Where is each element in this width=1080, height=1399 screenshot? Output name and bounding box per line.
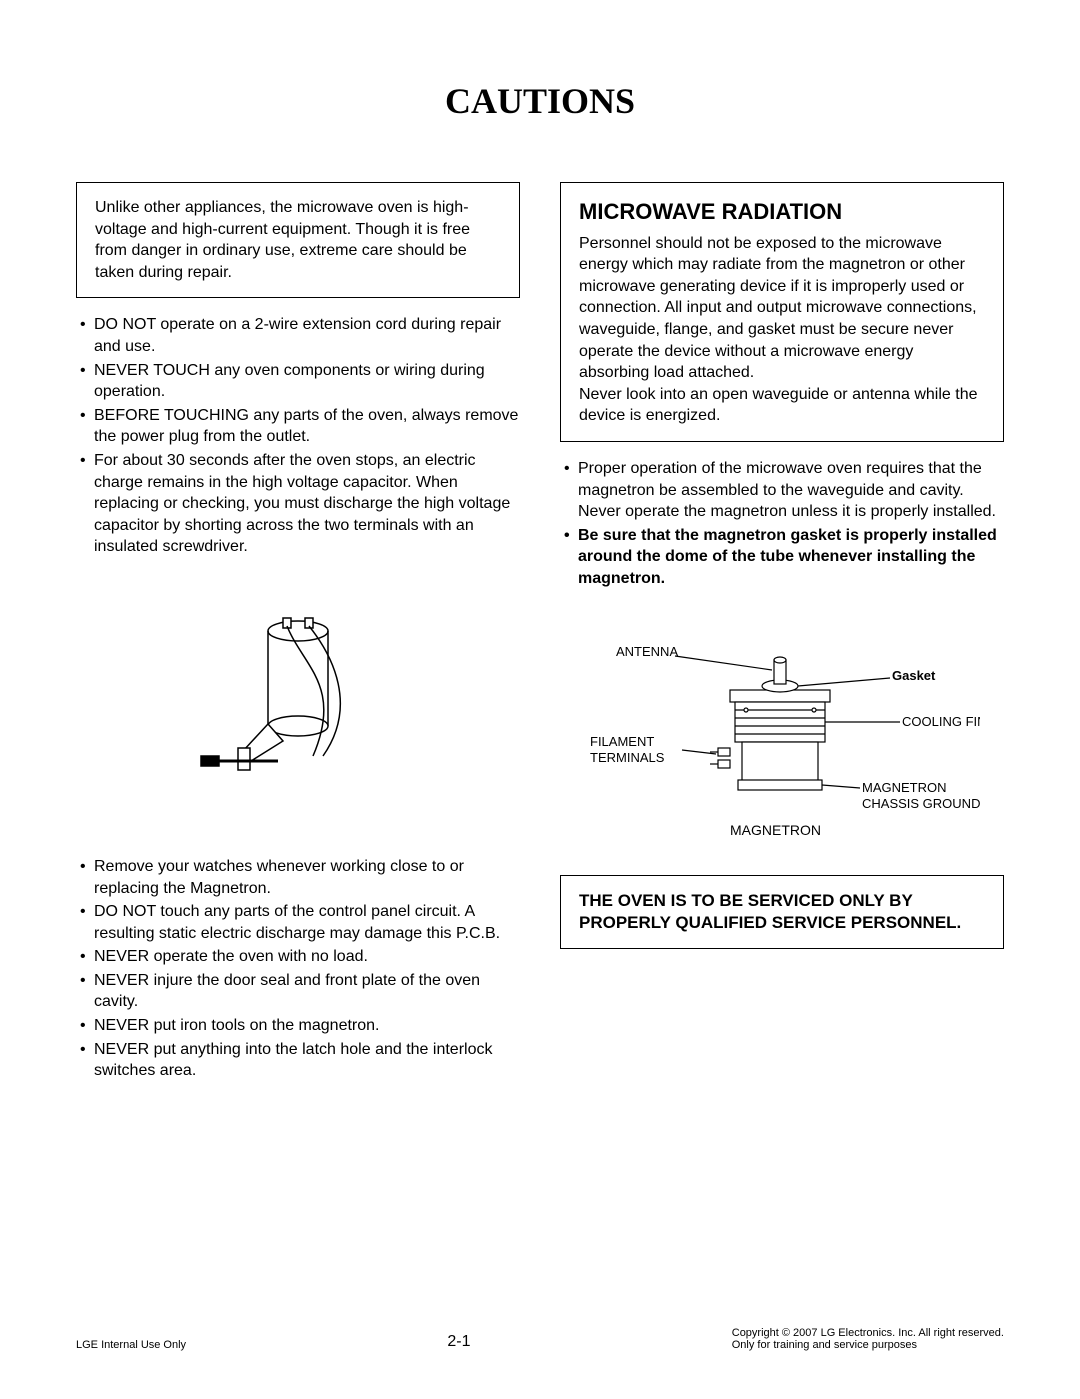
right-bullets: Proper operation of the microwave oven r… <box>560 458 1004 590</box>
list-item: BEFORE TOUCHING any parts of the oven, a… <box>76 405 520 448</box>
label-cooling-fin: COOLING FIN <box>902 714 980 729</box>
right-column: MICROWAVE RADIATION Personnel should not… <box>560 182 1004 1084</box>
capacitor-figure <box>76 606 520 816</box>
left-column: Unlike other appliances, the microwave o… <box>76 182 520 1084</box>
label-gasket: Gasket <box>892 668 936 683</box>
label-chassis-2: CHASSIS GROUND <box>862 796 980 811</box>
magnetron-figure: ANTENNA Gasket COOLING FIN FILAMENT TERM… <box>560 620 1004 855</box>
capacitor-svg <box>183 606 413 816</box>
list-item: NEVER put iron tools on the magnetron. <box>76 1015 520 1037</box>
service-box: THE OVEN IS TO BE SERVICED ONLY BY PROPE… <box>560 875 1004 949</box>
label-chassis-1: MAGNETRON <box>862 780 947 795</box>
label-caption: MAGNETRON <box>730 822 821 838</box>
list-item: NEVER put anything into the latch hole a… <box>76 1039 520 1082</box>
left-bullets-top: DO NOT operate on a 2-wire extension cor… <box>76 314 520 558</box>
left-bullets-bottom: Remove your watches whenever working clo… <box>76 856 520 1082</box>
footer-right-1: Copyright © 2007 LG Electronics. Inc. Al… <box>732 1327 1004 1339</box>
content-columns: Unlike other appliances, the microwave o… <box>76 182 1004 1084</box>
label-filament-2: TERMINALS <box>590 750 665 765</box>
radiation-box: MICROWAVE RADIATION Personnel should not… <box>560 182 1004 442</box>
magnetron-svg: ANTENNA Gasket COOLING FIN FILAMENT TERM… <box>560 620 980 850</box>
list-item: Remove your watches whenever working clo… <box>76 856 520 899</box>
list-item: For about 30 seconds after the oven stop… <box>76 450 520 558</box>
intro-box: Unlike other appliances, the microwave o… <box>76 182 520 298</box>
page-footer: LGE Internal Use Only 2-1 Copyright © 20… <box>76 1327 1004 1351</box>
page-title: CAUTIONS <box>76 80 1004 122</box>
list-item: NEVER injure the door seal and front pla… <box>76 970 520 1013</box>
footer-right: Copyright © 2007 LG Electronics. Inc. Al… <box>732 1327 1004 1351</box>
list-item: NEVER operate the oven with no load. <box>76 946 520 968</box>
page: CAUTIONS Unlike other appliances, the mi… <box>0 0 1080 1399</box>
list-item: DO NOT operate on a 2-wire extension cor… <box>76 314 520 357</box>
radiation-heading: MICROWAVE RADIATION <box>579 197 985 227</box>
label-antenna: ANTENNA <box>616 644 678 659</box>
list-item: Proper operation of the microwave oven r… <box>560 458 1004 523</box>
list-item: DO NOT touch any parts of the control pa… <box>76 901 520 944</box>
list-item: NEVER TOUCH any oven components or wirin… <box>76 360 520 403</box>
radiation-body: Personnel should not be exposed to the m… <box>579 233 985 427</box>
label-filament-1: FILAMENT <box>590 734 654 749</box>
footer-page-number: 2-1 <box>447 1333 470 1351</box>
footer-left: LGE Internal Use Only <box>76 1339 186 1351</box>
list-item: Be sure that the magnetron gasket is pro… <box>560 525 1004 590</box>
footer-right-2: Only for training and service purposes <box>732 1339 1004 1351</box>
